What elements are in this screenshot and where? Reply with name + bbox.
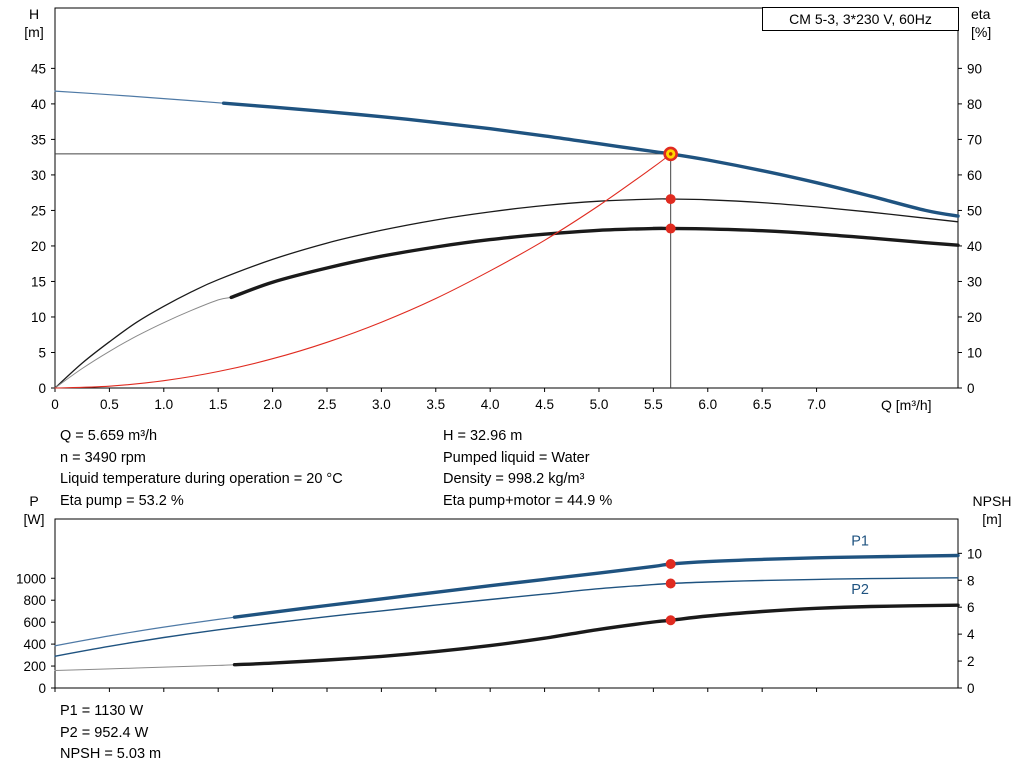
curve-eta-pump-motor: [229, 226, 960, 300]
y-right-tick-label: 10: [967, 345, 982, 360]
marker-eta-pump-motor-point: [665, 223, 676, 234]
npsh-axis-title: NPSH [m]: [963, 492, 1021, 528]
duty-readout-left: Q = 5.659 m³/h n = 3490 rpm Liquid tempe…: [60, 426, 343, 512]
readout-liquid-temp: Liquid temperature during operation = 20…: [60, 471, 343, 487]
x-tick-label: 2.0: [263, 397, 282, 412]
readout-p2: P2 = 952.4 W: [60, 724, 149, 741]
marker-core: [668, 152, 673, 156]
y-left-tick-label: 20: [31, 239, 46, 254]
curve-p1-lead: [54, 616, 236, 647]
curve-label-P1: P1: [851, 533, 869, 549]
y-left-tick-label: 25: [31, 203, 46, 218]
curve-npsh-lead: [54, 664, 235, 671]
y-right-tick-label: 20: [967, 310, 982, 325]
y-right-tick-label: 10: [967, 546, 982, 561]
x-tick-label: 3.0: [372, 397, 391, 412]
curve-head: [221, 101, 960, 218]
chart-power-npsh: 0 200 400 600 800 1000 0 2 4 6 8 10 P1 P2: [16, 518, 982, 696]
curve-label-P2: P2: [851, 582, 869, 598]
power-axis-symbol: P: [29, 493, 39, 509]
marker-npsh-point: [665, 615, 676, 626]
curve-npsh: [232, 603, 960, 667]
readout-density: Density = 998.2 kg/m³: [443, 471, 585, 487]
y-right-tick-label: 70: [967, 132, 982, 147]
x-tick-label: 5.0: [590, 397, 609, 412]
y-right-tick-label: 30: [967, 274, 982, 289]
x-tick-label: 1.5: [209, 397, 228, 412]
x-tick-label: 0: [51, 397, 59, 412]
y-left-tick-label: 35: [31, 132, 46, 147]
readout-p1: P1 = 1130 W: [60, 703, 144, 719]
x-tick-label: 7.0: [807, 397, 826, 412]
marker-p1-point: [665, 558, 676, 569]
x-tick-label: 3.5: [426, 397, 445, 412]
x-tick-label: 6.5: [753, 397, 772, 412]
readout-head: H = 32.96 m: [443, 428, 523, 444]
readout-pumped-liquid: Pumped liquid = Water: [443, 449, 590, 466]
readout-flow: Q = 5.659 m³/h: [60, 428, 158, 444]
curve-eta-pump: [54, 198, 959, 389]
npsh-axis-symbol: NPSH: [972, 493, 1012, 509]
y-right-tick-label: 50: [967, 203, 982, 218]
head-axis-symbol: H: [28, 6, 40, 22]
readout-npsh: NPSH = 5.03 m: [60, 746, 162, 762]
y-left-tick-label: 400: [23, 637, 46, 652]
curve-p2: [54, 577, 959, 657]
chart-performance: 0 0.5 1.0 1.5 2.0 2.5 3.0 3.5 4.0 4.5 5.0 5.5 6.0 6.5…: [31, 7, 982, 412]
y-left-tick-label: 5: [38, 345, 46, 360]
y-right-tick-label: 6: [967, 600, 975, 615]
y-left-tick-label: 800: [23, 593, 46, 608]
y-right-tick-label: 8: [967, 573, 975, 588]
y-left-tick-label: 200: [23, 659, 46, 674]
y-right-tick-label: 80: [967, 97, 982, 112]
x-tick-label: 5.5: [644, 397, 663, 412]
marker-eta-pump-point: [665, 194, 676, 205]
y-left-tick-label: 600: [23, 615, 46, 630]
y-right-tick-label: 2: [967, 654, 975, 669]
x-tick-label: 2.5: [318, 397, 337, 412]
y-left-tick-label: 40: [31, 97, 46, 112]
readout-eta-pump-motor: Eta pump+motor = 44.9 %: [443, 492, 613, 509]
power-axis-unit: [W]: [23, 511, 45, 527]
power-axis-title: P [W]: [14, 492, 54, 528]
curve-p1: [232, 553, 960, 619]
y-left-tick-label: 45: [31, 61, 46, 76]
eta-axis-title: eta [%]: [971, 5, 1019, 41]
flow-axis-title: Q [m³/h]: [881, 397, 932, 413]
y-left-tick-label: 10: [31, 310, 46, 325]
y-left-tick-label: 0: [38, 681, 46, 696]
head-axis-title: H [m]: [14, 5, 54, 41]
y-right-tick-label: 60: [967, 168, 982, 183]
eta-axis-unit: [%]: [971, 24, 992, 40]
y-left-tick-label: 15: [31, 274, 46, 289]
y-left-tick-label: 30: [31, 168, 46, 183]
y-right-tick-label: 4: [967, 627, 975, 642]
curve-head-lead: [54, 90, 225, 104]
y-right-tick-label: 0: [967, 681, 975, 696]
marker-p2-point: [665, 578, 676, 589]
x-tick-label: 0.5: [100, 397, 119, 412]
curve-eta-pump-motor-lead: [54, 296, 232, 389]
x-tick-label: 1.0: [154, 397, 173, 412]
plot-border: [54, 7, 959, 389]
y-right-tick-label: 90: [967, 61, 982, 76]
y-left-tick-label: 0: [38, 381, 46, 396]
power-readout: P1 = 1130 W P2 = 952.4 W NPSH = 5.03 m: [60, 701, 161, 766]
plot-border: [54, 518, 959, 689]
curve-system-curve: [54, 153, 672, 389]
x-tick-label: 4.0: [481, 397, 500, 412]
npsh-axis-unit: [m]: [982, 511, 1002, 527]
y-right-tick-label: 40: [967, 239, 982, 254]
y-left-tick-label: 1000: [16, 571, 46, 586]
readout-eta-pump: Eta pump = 53.2 %: [60, 492, 184, 509]
x-tick-label: 4.5: [535, 397, 554, 412]
y-right-tick-label: 0: [967, 381, 975, 396]
eta-axis-symbol: eta: [971, 6, 991, 22]
head-axis-unit: [m]: [24, 24, 44, 40]
pump-type-label: CM 5-3, 3*230 V, 60Hz: [762, 7, 959, 31]
x-tick-label: 6.0: [698, 397, 717, 412]
duty-readout-right: H = 32.96 m Pumped liquid = Water Densit…: [443, 426, 612, 512]
readout-speed: n = 3490 rpm: [60, 449, 146, 466]
